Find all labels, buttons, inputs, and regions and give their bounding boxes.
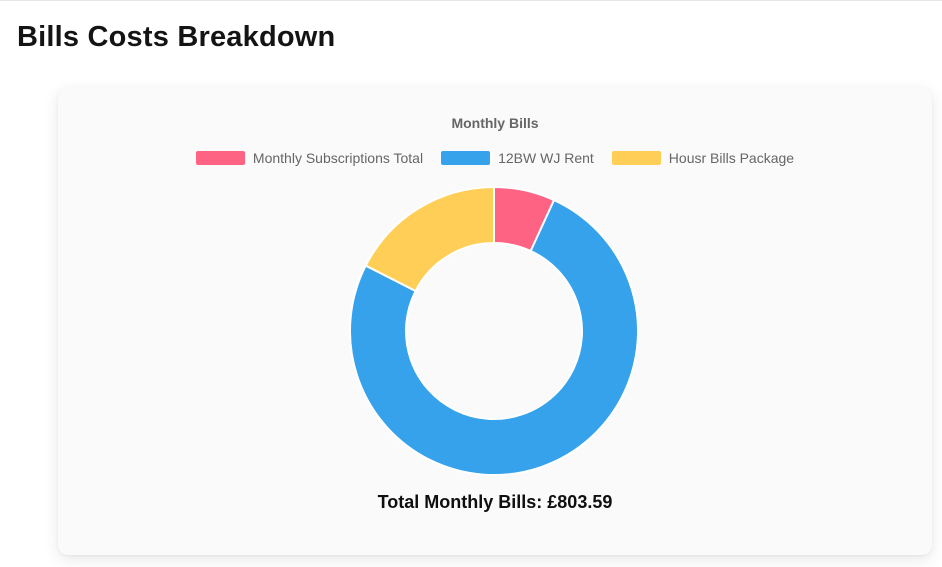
chart-legend: Monthly Subscriptions Total 12BW WJ Rent… [58, 150, 932, 166]
legend-label: Monthly Subscriptions Total [252, 150, 424, 166]
total-monthly-bills: Total Monthly Bills: £803.59 [377, 492, 613, 512]
doughnut-chart [349, 186, 639, 476]
legend-swatch-pink [195, 151, 245, 165]
top-divider [0, 0, 942, 1]
legend-label: Housr Bills Package [668, 150, 795, 166]
page-title: Bills Costs Breakdown [17, 21, 336, 53]
legend-item-monthly-subscriptions[interactable]: Monthly Subscriptions Total [187, 150, 432, 166]
legend-item-bills-package[interactable]: Housr Bills Package [603, 150, 803, 166]
legend-swatch-yellow [611, 151, 661, 165]
doughnut-segment[interactable] [349, 199, 639, 476]
doughnut-segment[interactable] [364, 186, 495, 293]
chart-title: Monthly Bills [451, 115, 539, 131]
legend-swatch-blue [441, 151, 491, 165]
legend-label: 12BW WJ Rent [498, 150, 594, 166]
bills-card: Monthly Bills Monthly Subscriptions Tota… [58, 87, 932, 555]
legend-item-rent[interactable]: 12BW WJ Rent [432, 150, 603, 166]
